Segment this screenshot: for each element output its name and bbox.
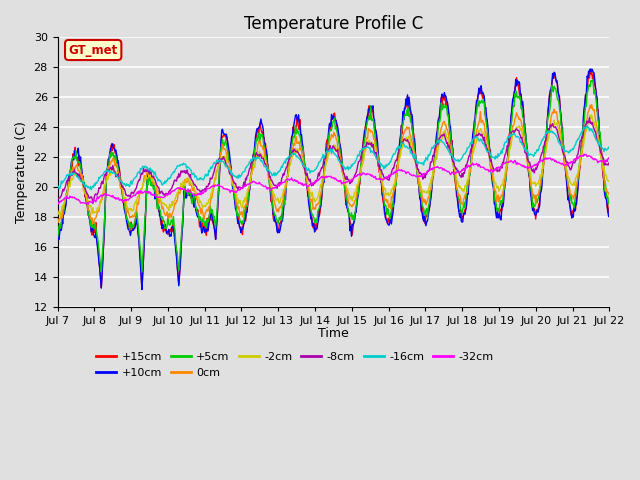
Text: GT_met: GT_met (68, 44, 118, 57)
Y-axis label: Temperature (C): Temperature (C) (15, 121, 28, 223)
Legend: +15cm, +10cm, +5cm, 0cm, -2cm, -8cm, -16cm, -32cm: +15cm, +10cm, +5cm, 0cm, -2cm, -8cm, -16… (92, 348, 498, 382)
Title: Temperature Profile C: Temperature Profile C (244, 15, 423, 33)
X-axis label: Time: Time (318, 327, 349, 340)
